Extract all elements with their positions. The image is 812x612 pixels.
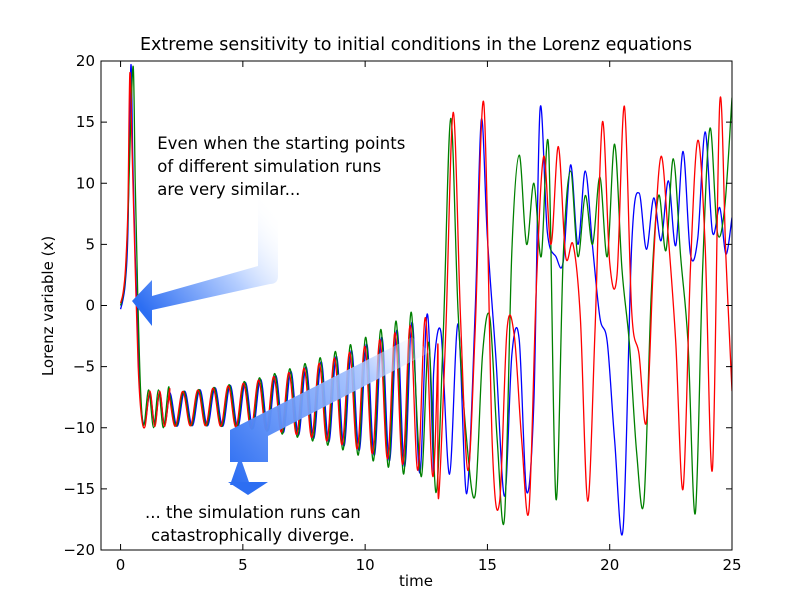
y-tick-label: 10 [76,174,95,192]
y-tick-label: 5 [85,235,95,253]
annotation-line: of different simulation runs [157,157,381,176]
annotation-line: are very similar... [157,180,300,199]
x-tick-label: 0 [116,556,126,574]
y-axis-label: Lorenz variable (x) [39,236,57,376]
arrow-head-bottom [228,482,268,495]
x-tick-label: 25 [722,556,741,574]
y-tick-label: 0 [85,297,95,315]
x-axis-ticks: 0 5 10 15 20 25 [116,61,742,574]
series-line-1 [119,63,732,536]
y-tick-label: 15 [76,113,95,131]
series-line-2 [119,65,732,526]
y-tick-label: −20 [63,541,95,559]
annotation-line: ... the simulation runs can [145,503,361,522]
series-lines [119,63,732,536]
annotation-diverge: ... the simulation runs can catastrophica… [145,503,361,545]
chart-title: Extreme sensitivity to initial condition… [140,35,692,55]
annotation-start: Even when the starting points of differen… [157,134,405,199]
annotation-arrows [132,200,430,495]
x-tick-label: 15 [478,556,497,574]
annotation-line: Even when the starting points [157,134,405,153]
x-tick-label: 5 [238,556,248,574]
annotation-line: catastrophically diverge. [151,526,355,545]
y-tick-label: 20 [76,52,95,70]
arrow-to-start [132,200,278,326]
arrow-to-divergence [230,337,430,485]
x-axis-label: time [399,572,433,590]
y-axis-ticks: −20 −15 −10 −5 0 5 10 15 20 [63,52,732,559]
x-tick-label: 10 [356,556,375,574]
x-tick-label: 20 [600,556,619,574]
y-tick-label: −5 [73,358,95,376]
y-tick-label: −15 [63,480,95,498]
y-tick-label: −10 [63,419,95,437]
series-line-3 [119,71,732,516]
